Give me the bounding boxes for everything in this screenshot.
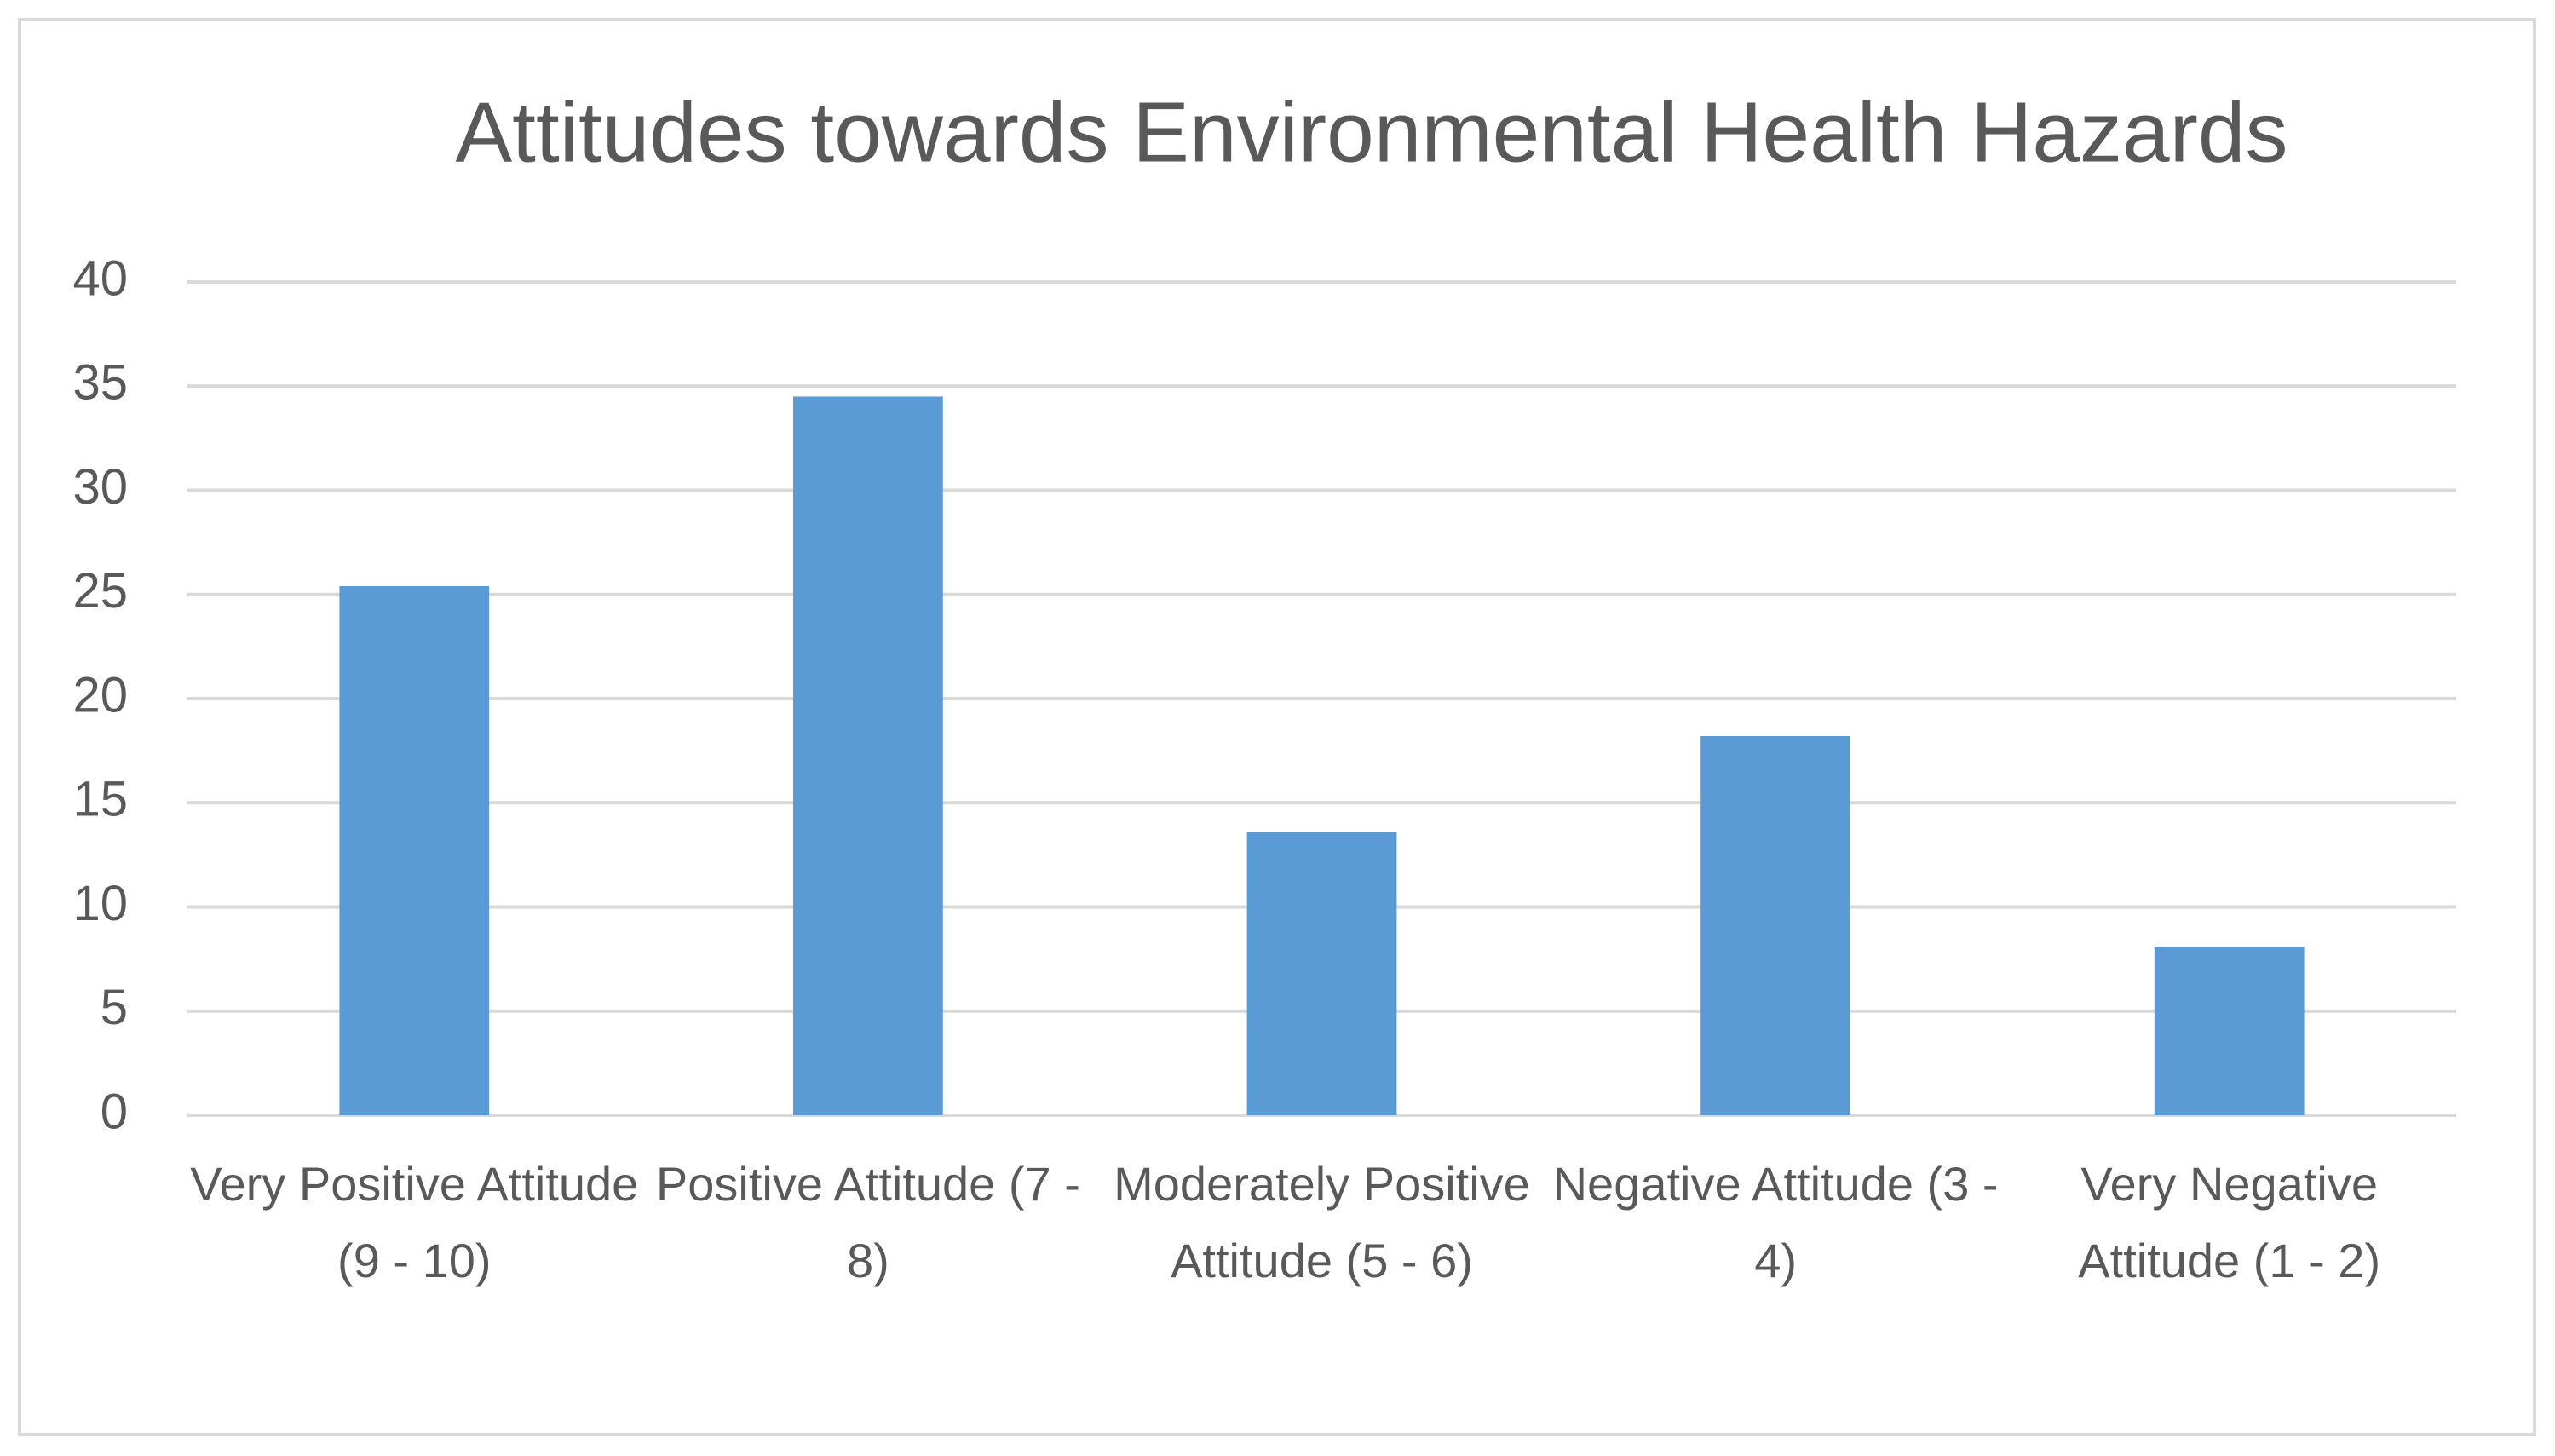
chart-title: Attitudes towards Environmental Health H… (455, 84, 2287, 180)
x-tick-label: Moderately Positive Attitude (5 - 6) (1113, 1157, 1530, 1287)
bar (2154, 946, 2305, 1115)
x-tick-label: Very Positive Attitude (9 - 10) (190, 1157, 639, 1287)
y-tick-label: 40 (72, 250, 128, 306)
bar (793, 396, 943, 1116)
y-tick-label: 5 (101, 980, 128, 1035)
y-tick-label: 30 (72, 459, 128, 515)
x-tick-label: Negative Attitude (3 - 4) (1552, 1157, 1999, 1287)
x-tick-label: Positive Attitude (7 - 8) (655, 1157, 1080, 1287)
y-tick-label: 35 (72, 355, 128, 411)
y-tick-label: 15 (72, 772, 128, 827)
bar (1700, 736, 1850, 1115)
bar (1246, 832, 1397, 1115)
y-tick-label: 20 (72, 667, 128, 722)
y-tick-label: 10 (72, 876, 128, 931)
bar (339, 585, 490, 1115)
x-tick-label: Very Negative Attitude (1 - 2) (2078, 1157, 2381, 1287)
y-tick-label: 0 (101, 1084, 128, 1139)
y-tick-label: 25 (72, 563, 128, 619)
